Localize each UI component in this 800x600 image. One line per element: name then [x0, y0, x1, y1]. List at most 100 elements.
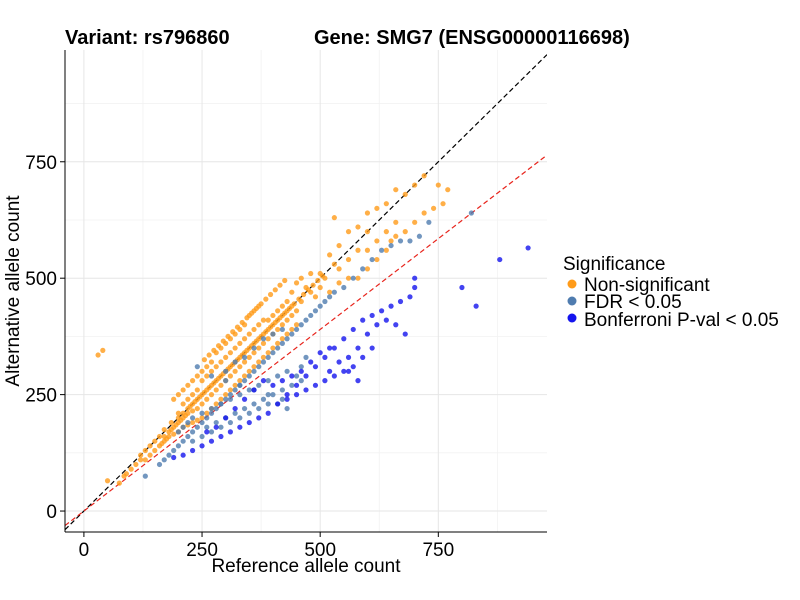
data-point: [199, 368, 205, 374]
data-point: [336, 280, 342, 286]
data-point: [253, 305, 259, 312]
data-point: [369, 256, 375, 263]
data-point: [270, 382, 276, 388]
data-point: [175, 392, 182, 398]
chart-title-variant: Variant: rs796860: [65, 27, 230, 49]
data-point: [260, 378, 267, 384]
data-point: [218, 401, 224, 407]
data-point: [208, 429, 215, 435]
data-point: [156, 461, 163, 468]
data-point: [213, 387, 219, 393]
data-point: [251, 368, 257, 374]
legend-swatch-non-significant: [567, 279, 577, 289]
data-point: [180, 387, 186, 393]
data-point: [215, 343, 222, 349]
data-point: [232, 359, 238, 365]
data-point: [293, 280, 300, 286]
data-point: [393, 233, 399, 239]
data-point: [194, 373, 200, 379]
data-point: [322, 378, 328, 384]
data-point: [345, 229, 352, 235]
data-point: [327, 289, 333, 295]
data-point: [189, 419, 196, 426]
data-point: [289, 326, 295, 333]
data-point: [426, 219, 432, 225]
data-point: [282, 310, 288, 316]
data-point: [345, 354, 352, 360]
data-point: [402, 229, 408, 235]
data-point: [265, 410, 271, 416]
data-point: [192, 399, 198, 405]
data-point: [104, 478, 111, 484]
data-point: [260, 359, 267, 365]
data-point: [416, 233, 423, 239]
data-point: [220, 338, 226, 344]
data-point: [256, 359, 262, 365]
data-point: [286, 305, 293, 312]
data-point: [246, 387, 252, 393]
data-point: [180, 452, 186, 458]
data-point: [275, 308, 281, 314]
data-point: [218, 382, 224, 388]
data-point: [369, 312, 375, 319]
plot-grid: [65, 50, 547, 532]
data-point: [265, 354, 271, 360]
data-point: [374, 238, 380, 244]
data-point: [241, 354, 248, 360]
data-point: [199, 378, 205, 384]
data-point: [374, 205, 380, 211]
data-point: [497, 256, 503, 263]
y-tick-label: 250: [25, 386, 57, 407]
data-point: [234, 324, 241, 330]
data-point: [265, 336, 271, 342]
data-point: [232, 382, 238, 388]
data-point: [142, 473, 148, 479]
data-point: [208, 373, 215, 379]
data-point: [199, 419, 205, 426]
data-point: [275, 345, 281, 351]
data-point: [284, 405, 290, 412]
data-point: [256, 322, 262, 328]
data-point: [227, 392, 233, 398]
data-point: [187, 403, 193, 409]
data-point: [213, 401, 219, 407]
data-point: [322, 354, 328, 360]
data-point: [189, 438, 196, 444]
data-point: [421, 210, 427, 216]
data-point: [185, 396, 191, 402]
data-point: [237, 424, 243, 430]
data-point: [251, 345, 257, 351]
data-point: [232, 405, 238, 412]
data-point: [393, 322, 399, 328]
data-point: [289, 312, 295, 319]
data-point: [312, 382, 319, 388]
reference-lines: [65, 54, 547, 531]
data-point: [204, 424, 210, 430]
data-point: [312, 294, 319, 300]
data-point: [161, 457, 167, 463]
data-point: [208, 392, 215, 398]
data-point: [310, 282, 316, 288]
data-point: [152, 438, 158, 444]
data-point: [473, 303, 479, 309]
x-tick-label: 500: [304, 540, 336, 561]
data-point: [215, 375, 222, 381]
data-point: [211, 380, 217, 386]
data-point: [208, 368, 215, 374]
data-point: [147, 443, 153, 449]
legend-title: Significance: [563, 254, 665, 275]
legend-label-fdr: FDR < 0.05: [584, 292, 682, 313]
data-point: [223, 415, 229, 421]
data-point: [237, 378, 243, 384]
data-point: [267, 324, 274, 330]
y-axis-title: Alternative allele count: [3, 195, 24, 387]
data-point: [211, 347, 217, 353]
data-point: [291, 301, 297, 307]
data-point: [218, 433, 224, 440]
data-point: [407, 294, 413, 300]
data-point: [360, 266, 366, 272]
data-point: [364, 229, 371, 235]
data-point: [100, 347, 106, 353]
data-point: [251, 401, 257, 407]
